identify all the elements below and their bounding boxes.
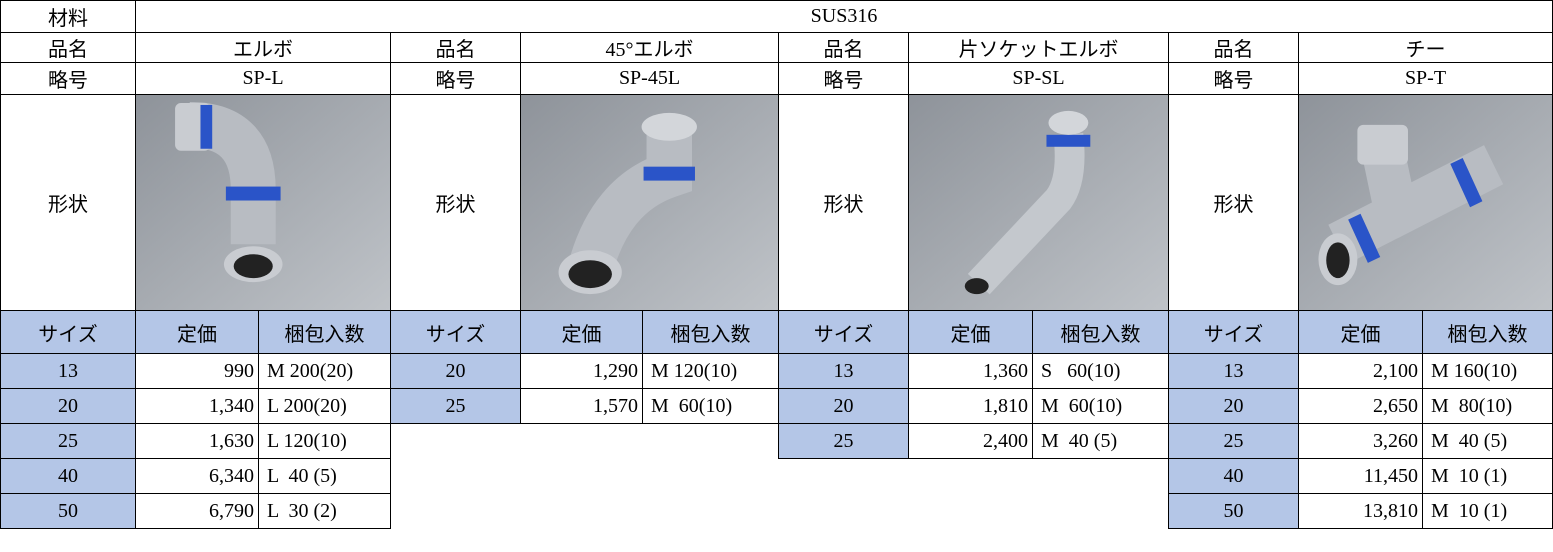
packing-cell: M 160(10) bbox=[1422, 353, 1553, 389]
name-label: 品名 bbox=[1168, 32, 1299, 63]
product-code: SP-SL bbox=[908, 62, 1169, 95]
code-label: 略号 bbox=[778, 62, 909, 95]
column-header: 定価 bbox=[1298, 310, 1423, 354]
packing-cell: M 10 (1) bbox=[1422, 493, 1553, 529]
size-cell: 50 bbox=[1168, 493, 1299, 529]
packing-cell: L 30 (2) bbox=[258, 493, 391, 529]
packing-cell: M 60(10) bbox=[642, 388, 779, 424]
code-label: 略号 bbox=[390, 62, 521, 95]
price-cell: 1,630 bbox=[135, 423, 259, 459]
product-photo bbox=[136, 95, 390, 310]
price-cell: 1,340 bbox=[135, 388, 259, 424]
price-cell: 1,810 bbox=[908, 388, 1033, 424]
packing-cell: M 200(20) bbox=[258, 353, 391, 389]
size-cell: 50 bbox=[0, 493, 136, 529]
packing-cell: M 40 (5) bbox=[1422, 423, 1553, 459]
price-cell: 2,650 bbox=[1298, 388, 1423, 424]
column-header: 梱包入数 bbox=[258, 310, 391, 354]
size-cell: 40 bbox=[1168, 458, 1299, 494]
code-label: 略号 bbox=[0, 62, 136, 95]
product-name: 45°エルボ bbox=[520, 32, 779, 63]
size-cell: 13 bbox=[778, 353, 909, 389]
material-label: 材料 bbox=[0, 0, 136, 33]
name-label: 品名 bbox=[0, 32, 136, 63]
product-image bbox=[520, 94, 779, 311]
column-header: サイズ bbox=[0, 310, 136, 354]
size-cell: 13 bbox=[0, 353, 136, 389]
column-header: 定価 bbox=[135, 310, 259, 354]
column-header: 梱包入数 bbox=[1032, 310, 1169, 354]
size-cell: 25 bbox=[778, 423, 909, 459]
packing-cell: L 120(10) bbox=[258, 423, 391, 459]
product-image bbox=[135, 94, 391, 311]
size-cell: 40 bbox=[0, 458, 136, 494]
price-cell: 11,450 bbox=[1298, 458, 1423, 494]
shape-label: 形状 bbox=[0, 94, 136, 311]
product-name: エルボ bbox=[135, 32, 391, 63]
size-cell: 20 bbox=[778, 388, 909, 424]
product-photo bbox=[1299, 95, 1552, 310]
product-image bbox=[1298, 94, 1553, 311]
name-label: 品名 bbox=[778, 32, 909, 63]
column-header: 定価 bbox=[908, 310, 1033, 354]
packing-cell: M 10 (1) bbox=[1422, 458, 1553, 494]
price-cell: 1,360 bbox=[908, 353, 1033, 389]
packing-cell: M 120(10) bbox=[642, 353, 779, 389]
product-image bbox=[908, 94, 1169, 311]
shape-label: 形状 bbox=[390, 94, 521, 311]
price-cell: 2,100 bbox=[1298, 353, 1423, 389]
product-code: SP-45L bbox=[520, 62, 779, 95]
price-cell: 13,810 bbox=[1298, 493, 1423, 529]
size-cell: 25 bbox=[390, 388, 521, 424]
product-name: 片ソケットエルボ bbox=[908, 32, 1169, 63]
shape-label: 形状 bbox=[778, 94, 909, 311]
packing-cell: L 40 (5) bbox=[258, 458, 391, 494]
price-cell: 1,570 bbox=[520, 388, 643, 424]
column-header: サイズ bbox=[1168, 310, 1299, 354]
price-cell: 6,790 bbox=[135, 493, 259, 529]
product-photo bbox=[521, 95, 778, 310]
column-header: 定価 bbox=[520, 310, 643, 354]
packing-cell: S 60(10) bbox=[1032, 353, 1169, 389]
size-cell: 20 bbox=[1168, 388, 1299, 424]
name-label: 品名 bbox=[390, 32, 521, 63]
material-value: SUS316 bbox=[135, 0, 1553, 33]
price-cell: 990 bbox=[135, 353, 259, 389]
column-header: サイズ bbox=[778, 310, 909, 354]
column-header: 梱包入数 bbox=[1422, 310, 1553, 354]
product-photo bbox=[909, 95, 1168, 310]
product-name: チー bbox=[1298, 32, 1553, 63]
packing-cell: M 80(10) bbox=[1422, 388, 1553, 424]
product-code: SP-L bbox=[135, 62, 391, 95]
size-cell: 25 bbox=[1168, 423, 1299, 459]
size-cell: 13 bbox=[1168, 353, 1299, 389]
size-cell: 25 bbox=[0, 423, 136, 459]
code-label: 略号 bbox=[1168, 62, 1299, 95]
price-cell: 2,400 bbox=[908, 423, 1033, 459]
price-cell: 3,260 bbox=[1298, 423, 1423, 459]
packing-cell: M 60(10) bbox=[1032, 388, 1169, 424]
price-cell: 6,340 bbox=[135, 458, 259, 494]
product-code: SP-T bbox=[1298, 62, 1553, 95]
shape-label: 形状 bbox=[1168, 94, 1299, 311]
price-cell: 1,290 bbox=[520, 353, 643, 389]
column-header: サイズ bbox=[390, 310, 521, 354]
packing-cell: L 200(20) bbox=[258, 388, 391, 424]
size-cell: 20 bbox=[390, 353, 521, 389]
size-cell: 20 bbox=[0, 388, 136, 424]
column-header: 梱包入数 bbox=[642, 310, 779, 354]
packing-cell: M 40 (5) bbox=[1032, 423, 1169, 459]
